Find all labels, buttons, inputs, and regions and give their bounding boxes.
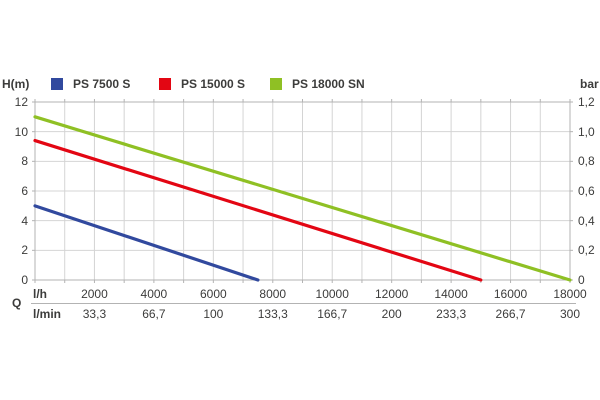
y-tick-left: 12 (14, 95, 28, 109)
x-tick-l-h: 4000 (140, 287, 168, 301)
x-tick-l-min: 300 (559, 307, 581, 321)
x-tick-l-h: 18000 (553, 287, 587, 301)
x-tick-l-h: 14000 (434, 287, 468, 301)
x-tick-l-min: 100 (203, 307, 224, 321)
plot-border (34, 101, 571, 281)
curve-ps-7500-s (33, 204, 260, 282)
curve-ps-18000-sn (33, 115, 572, 282)
legend-label: PS 15000 S (181, 77, 246, 91)
x-tick-l-min: 266,7 (495, 307, 526, 321)
x-tick-l-h: 10000 (315, 287, 349, 301)
y-axis-left-title: H(m) (2, 77, 30, 91)
legend-item-ps-18000-sn: PS 18000 SN (270, 77, 365, 91)
curve-ps-15000-s (33, 138, 483, 282)
y-tick-right: 0,8 (578, 154, 595, 169)
x-axis-unit-lmin: l/min (33, 307, 62, 321)
y-tick-right: 0,6 (578, 184, 595, 198)
y-tick-right: 0,4 (578, 213, 595, 228)
x-tick-l-min: 233,3 (436, 307, 467, 321)
y-tick-left: 4 (21, 213, 28, 228)
y-tick-right: 1,2 (578, 95, 595, 109)
unit-row-divider (31, 303, 576, 304)
x-tick-l-h: 2000 (81, 287, 108, 301)
y-tick-left: 8 (21, 154, 28, 169)
x-tick-l-min: 166,7 (317, 307, 348, 321)
y-axis-right-title: bar (580, 77, 599, 91)
y-tick-left: 0 (21, 273, 28, 287)
x-axis-title: Q (12, 296, 22, 310)
x-tick-l-h: 6000 (199, 287, 227, 301)
legend-item-ps-7500-s: PS 7500 S (51, 77, 130, 91)
y-tick-left: 6 (21, 184, 28, 198)
x-tick-l-h: 12000 (374, 287, 409, 301)
x-axis-unit-lh: l/h (33, 287, 47, 301)
x-tick-l-min: 133,3 (257, 307, 288, 321)
legend-label: PS 18000 SN (292, 77, 365, 91)
x-tick-l-h: 8000 (259, 287, 287, 301)
legend-swatch-icon (270, 78, 282, 90)
y-tick-left: 2 (21, 243, 28, 258)
legend-label: PS 7500 S (73, 77, 131, 91)
x-tick-l-h: 16000 (493, 287, 528, 301)
legend-item-ps-15000-s: PS 15000 S (159, 77, 245, 91)
legend-swatch-icon (51, 78, 63, 90)
y-tick-left: 10 (14, 124, 28, 139)
y-tick-right: 0,2 (578, 243, 595, 258)
legend-swatch-icon (159, 78, 171, 90)
x-tick-l-min: 66,7 (142, 307, 166, 321)
x-tick-l-min: 200 (381, 307, 402, 321)
x-tick-l-min: 33,3 (82, 307, 107, 321)
y-tick-right: 0 (578, 273, 585, 287)
y-tick-right: 1,0 (578, 124, 595, 139)
